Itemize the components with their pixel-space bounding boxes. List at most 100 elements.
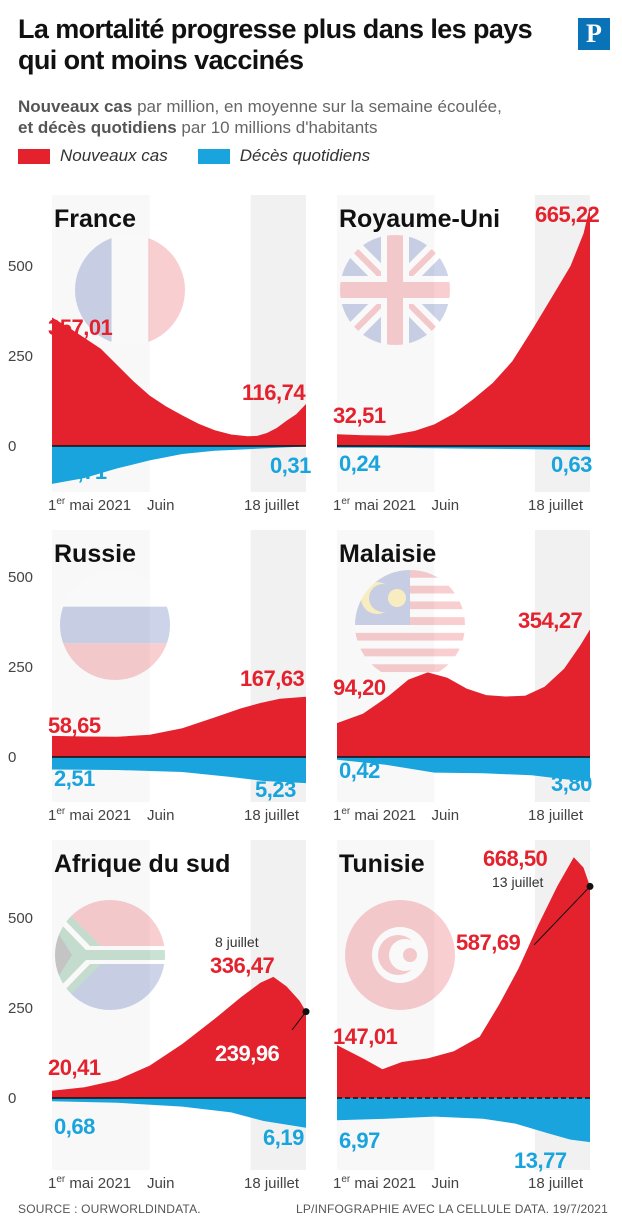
chart-panel: Royaume-Uni 1er mai 2021 Juin 18 juillet 32,…: [333, 195, 600, 514]
source-note: SOURCE : OURWORLDINDATA.: [18, 1202, 201, 1216]
cases-end-label: 239,96: [215, 1041, 280, 1066]
y-tick-label: 250: [8, 1000, 33, 1017]
x-tick-label: 18 juillet: [528, 1175, 584, 1192]
flag-star: [403, 948, 417, 962]
chart-panel: Afrique du sud 1er mai 2021 Juin 18 juillet…: [48, 840, 310, 1192]
legend-item-cases: Nouveaux cas: [18, 146, 168, 166]
flag-saltire: [340, 235, 450, 345]
country-name: France: [54, 205, 136, 233]
deaths-area: [337, 446, 590, 451]
may-highlight: [52, 840, 150, 1170]
x-tick-label: 18 juillet: [244, 497, 300, 514]
legend-swatch-cases: [18, 148, 50, 164]
peak-date-label: 8 juillet: [215, 934, 259, 950]
subtitle-text-1: par million, en moyenne sur la semaine é…: [132, 97, 502, 116]
deaths-area: [52, 1098, 306, 1128]
x-tick-label: 1er mai 2021: [333, 806, 416, 824]
flag-stripe: [60, 606, 170, 644]
x-tick-label: 1er mai 2021: [48, 496, 131, 514]
deaths-area: [337, 757, 590, 782]
flag-stripe: [355, 617, 465, 625]
flag-cross: [387, 235, 403, 345]
x-tick-label: Juin: [147, 497, 175, 514]
legend-swatch-deaths: [197, 148, 230, 164]
cases-start-label: 58,65: [48, 713, 101, 738]
chart-panel: Malaisie 1er mai 2021 Juin 18 juillet 94,20 3…: [333, 530, 593, 824]
peak-date-label: 13 juillet: [492, 874, 543, 890]
flag-stripe: [355, 664, 465, 673]
subtitle-bold-1: Nouveaux cas: [18, 97, 133, 116]
legend-label-deaths: Décès quotidiens: [239, 146, 371, 165]
flag-stripe: [355, 648, 465, 657]
flag-crescent: [378, 935, 418, 975]
flag-stripe: [148, 235, 185, 345]
malaysia-flag-icon: [355, 570, 465, 680]
chart-panel: Russie 1er mai 2021 Juin 18 juillet 58,65 167…: [48, 530, 306, 824]
country-name: Tunisie: [339, 850, 425, 878]
uk-flag-icon: [340, 235, 450, 345]
deaths-end-label: 6,19: [263, 1125, 304, 1150]
flag-stripe: [355, 601, 465, 610]
deaths-start-label: 0,24: [339, 451, 381, 476]
x-tick-label: 18 juillet: [528, 497, 584, 514]
legend-item-deaths: Décès quotidiens: [197, 146, 371, 166]
flag-triangle: [55, 900, 110, 1010]
deaths-end-label: 5,23: [255, 777, 296, 802]
credit-note: LP/INFOGRAPHIE AVEC LA CELLULE DATA. 19/…: [295, 1202, 608, 1216]
cases-peak-label: 668,50: [483, 846, 548, 871]
x-tick-label: 18 juillet: [244, 807, 300, 824]
cases-end-label: 354,27: [518, 608, 583, 633]
flag-stripe: [355, 672, 465, 680]
tunisia-flag-icon: [345, 900, 455, 1010]
cases-area: [52, 976, 306, 1098]
page-title: La mortalité progresse plus dans les pay…: [18, 14, 533, 75]
y-tick-label: 250: [8, 348, 33, 365]
country-name: Malaisie: [339, 540, 436, 568]
flag-stripe: [355, 632, 465, 641]
y-tick-label: 500: [8, 569, 33, 586]
y-tick-label: 0: [8, 1090, 16, 1107]
cases-area: [337, 857, 590, 1098]
x-tick-label: 1er mai 2021: [333, 1174, 416, 1192]
deaths-end-label: 13,77: [514, 1148, 567, 1173]
country-name: Afrique du sud: [54, 850, 230, 878]
deaths-end-label: 3,80: [551, 771, 592, 796]
country-name: Russie: [54, 540, 136, 568]
deaths-start-label: 0,42: [339, 758, 380, 783]
cases-end-label: 167,63: [240, 666, 305, 691]
cases-start-label: 94,20: [333, 675, 386, 700]
flag-field: [340, 235, 450, 345]
legend: Nouveaux cas Décès quotidiens: [18, 146, 400, 166]
x-tick-label: Juin: [432, 807, 460, 824]
legend-label-cases: Nouveaux cas: [60, 146, 168, 165]
leader-line: [533, 886, 591, 946]
y-tick-label: 0: [8, 749, 16, 766]
flag-field: [345, 900, 455, 1010]
x-tick-label: 18 juillet: [528, 807, 584, 824]
x-tick-label: 1er mai 2021: [48, 806, 131, 824]
cases-area: [52, 696, 306, 757]
y-tick-label: 0: [8, 438, 16, 455]
leader-line: [291, 1011, 307, 1031]
subtitle-text-2: par 10 millions d'habitants: [176, 118, 378, 137]
flag-cross: [381, 235, 409, 345]
flag-saltire: [340, 235, 450, 345]
flag-star: [388, 589, 406, 607]
x-tick-label: Juin: [147, 1175, 175, 1192]
chart-panel: Tunisie 1er mai 2021 Juin 18 juillet 147,01 5…: [333, 840, 594, 1192]
deaths-end-label: 0,63: [551, 452, 592, 477]
deaths-end-label: 0,31: [270, 453, 311, 478]
cases-end-label: 587,69: [456, 930, 521, 955]
deaths-start-label: 23,71: [54, 459, 107, 484]
publisher-logo: P: [578, 18, 610, 50]
x-tick-label: Juin: [432, 1175, 460, 1192]
flag-saltire: [340, 235, 450, 345]
x-tick-label: Juin: [432, 497, 460, 514]
flag-stripe: [355, 570, 465, 578]
flag-stripe: [355, 609, 465, 618]
russia-flag-icon: [60, 570, 170, 680]
cases-start-label: 357,01: [48, 315, 113, 340]
deaths-start-label: 0,68: [54, 1114, 95, 1139]
y-tick-label: 500: [8, 910, 33, 927]
